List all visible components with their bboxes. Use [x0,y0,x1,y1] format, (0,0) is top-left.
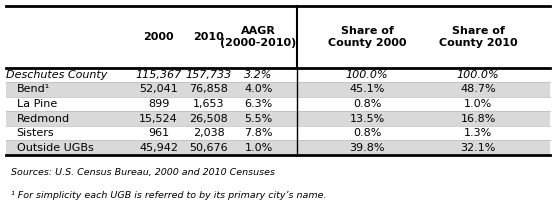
Text: 4.0%: 4.0% [244,84,273,95]
Text: 39.8%: 39.8% [349,143,385,153]
Text: 45.1%: 45.1% [349,84,385,95]
Text: 899: 899 [148,99,169,109]
Text: 15,524: 15,524 [139,114,178,124]
Text: 1.3%: 1.3% [464,128,492,138]
Bar [6,82,297,97]
Text: 32.1%: 32.1% [460,143,496,153]
Text: Sources: U.S. Census Bureau, 2000 and 2010 Censuses: Sources: U.S. Census Bureau, 2000 and 20… [11,167,275,177]
Text: 7.8%: 7.8% [244,128,273,138]
Bar [297,111,550,126]
Text: 2010: 2010 [193,32,224,42]
Text: Sisters: Sisters [17,128,54,138]
Text: 1.0%: 1.0% [464,99,492,109]
Text: La Pine: La Pine [17,99,57,109]
Text: Outside UGBs: Outside UGBs [17,143,93,153]
Text: AAGR
(2000-2010): AAGR (2000-2010) [220,26,297,48]
Text: 157,733: 157,733 [185,70,232,80]
Text: 100.0%: 100.0% [457,70,499,80]
Text: 115,367: 115,367 [135,70,182,80]
Text: 50,676: 50,676 [189,143,228,153]
Text: 48.7%: 48.7% [460,84,496,95]
Text: Bend¹: Bend¹ [17,84,50,95]
Text: 0.8%: 0.8% [353,99,381,109]
Text: Deschutes County: Deschutes County [6,70,107,80]
Text: 45,942: 45,942 [139,143,178,153]
Bar [6,140,297,155]
Text: 1.0%: 1.0% [245,143,272,153]
Text: 961: 961 [148,128,169,138]
Text: 76,858: 76,858 [189,84,228,95]
Text: 0.8%: 0.8% [353,128,381,138]
Text: 5.5%: 5.5% [245,114,272,124]
Text: Share of
County 2000: Share of County 2000 [327,26,406,48]
Text: ¹ For simplicity each UGB is referred to by its primary city’s name.: ¹ For simplicity each UGB is referred to… [11,191,326,200]
Text: 2,038: 2,038 [192,128,225,138]
Bar [6,111,297,126]
Text: 16.8%: 16.8% [460,114,496,124]
Text: Redmond: Redmond [17,114,70,124]
Bar [297,140,550,155]
Text: 2000: 2000 [143,32,174,42]
Text: 13.5%: 13.5% [349,114,385,124]
Text: 52,041: 52,041 [139,84,178,95]
Text: 1,653: 1,653 [193,99,224,109]
Text: 6.3%: 6.3% [245,99,272,109]
Text: 100.0%: 100.0% [346,70,388,80]
Text: 3.2%: 3.2% [244,70,273,80]
Bar [297,82,550,97]
Text: 26,508: 26,508 [189,114,228,124]
Text: Share of
County 2010: Share of County 2010 [439,26,518,48]
